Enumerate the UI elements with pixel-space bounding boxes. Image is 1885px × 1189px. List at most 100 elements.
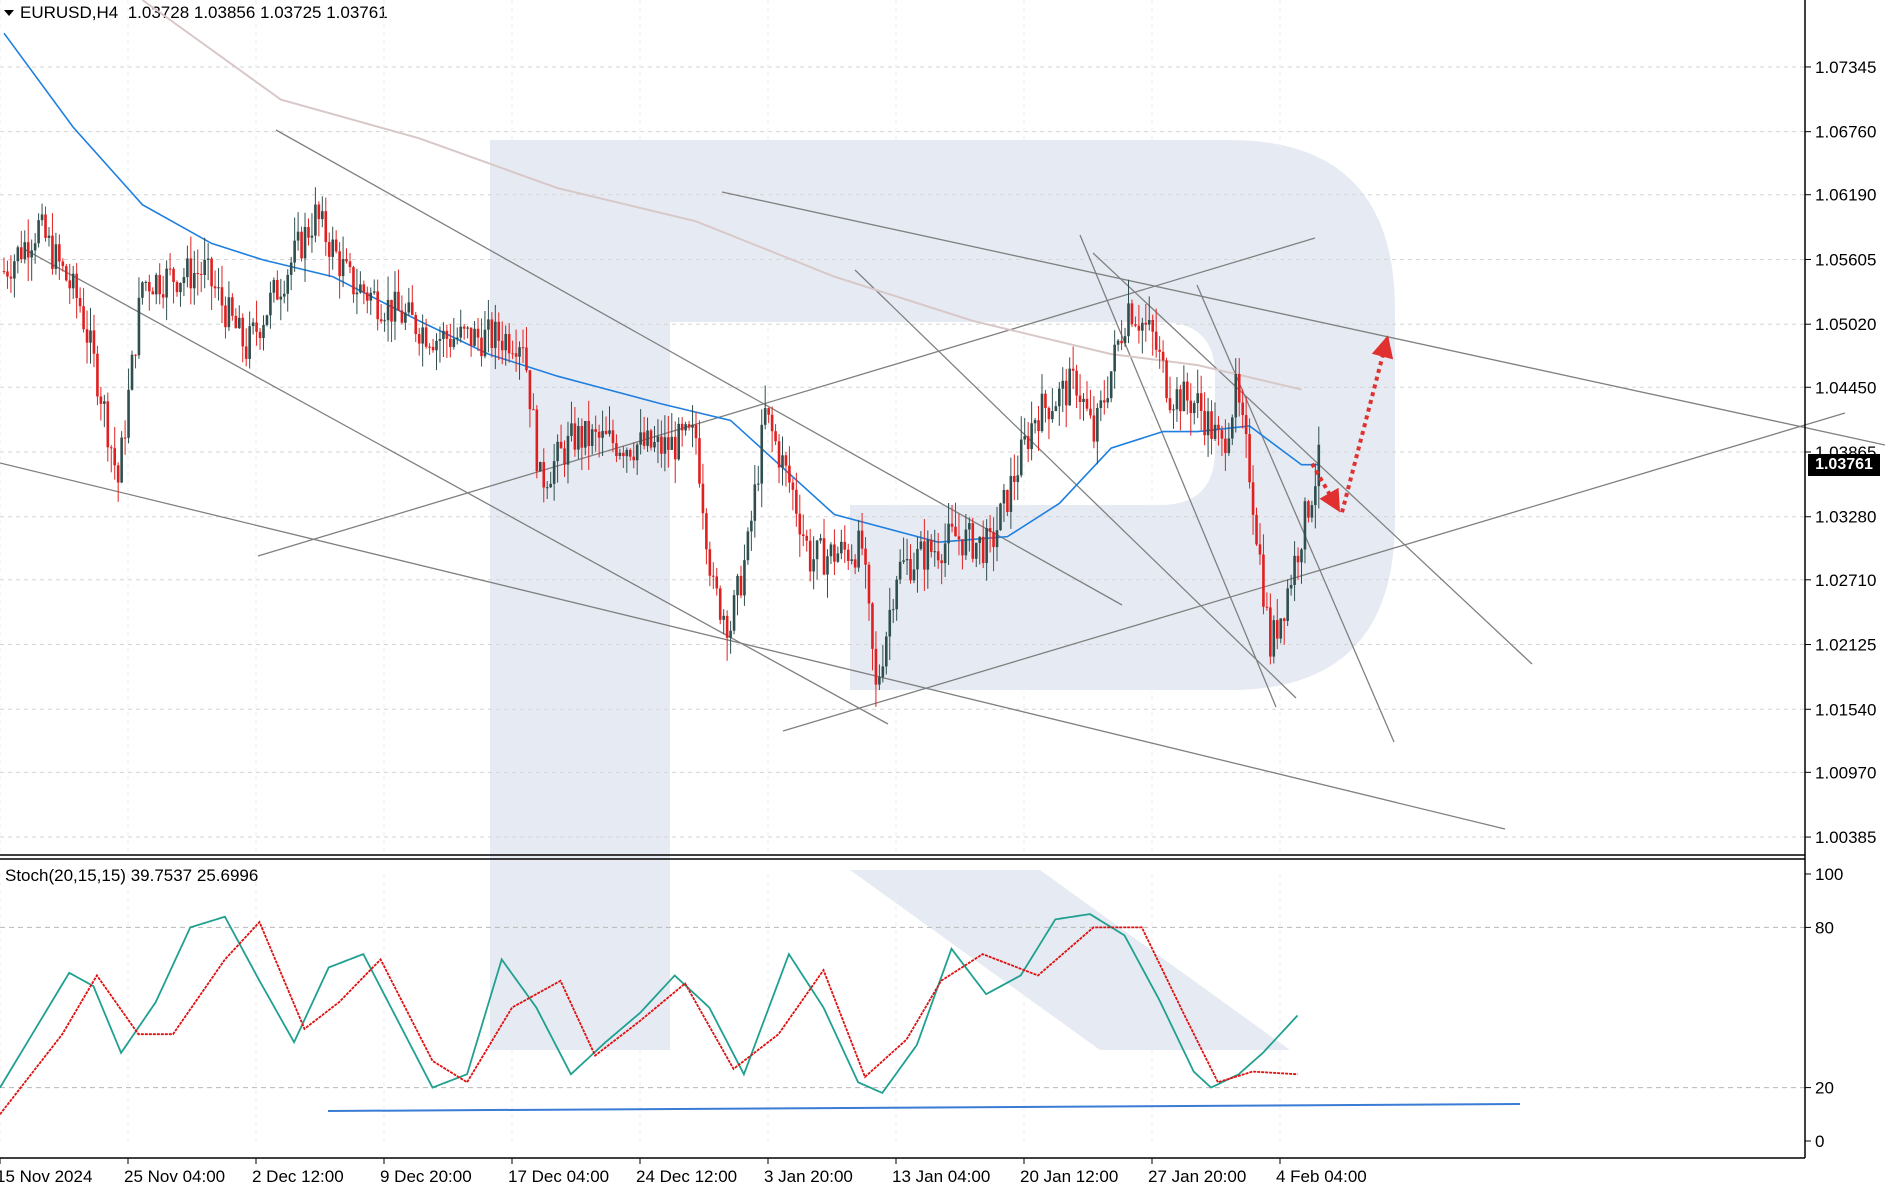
candle	[919, 531, 923, 551]
candle	[1199, 375, 1203, 431]
candle	[148, 274, 151, 311]
candle	[1109, 371, 1113, 403]
candle	[864, 537, 867, 589]
candle	[722, 609, 725, 635]
candle	[750, 510, 753, 551]
candle	[407, 287, 411, 317]
candle	[729, 620, 732, 654]
price-tick-label: 1.04450	[1815, 378, 1876, 397]
forecast-segment	[1340, 334, 1390, 513]
candle	[912, 552, 916, 584]
candle	[985, 519, 988, 581]
candle	[6, 260, 9, 289]
price-tick-label: 1.03280	[1815, 508, 1876, 527]
candle	[231, 293, 234, 321]
candle	[971, 517, 975, 563]
candle	[805, 529, 809, 552]
candle	[1089, 389, 1092, 419]
candle	[639, 409, 642, 455]
candle	[784, 452, 788, 487]
candle	[1047, 406, 1051, 440]
candle	[767, 407, 770, 424]
candle	[743, 544, 746, 606]
candle	[1303, 497, 1307, 564]
candle	[1102, 380, 1106, 415]
candle	[151, 287, 155, 295]
candle	[968, 517, 971, 552]
candle	[424, 318, 428, 349]
candle	[410, 285, 414, 316]
candle	[943, 523, 947, 578]
ma-fast-line	[3, 32, 1319, 543]
candle	[798, 494, 802, 557]
candle	[386, 276, 390, 342]
candle	[400, 295, 404, 325]
stoch-tick-label: 20	[1815, 1079, 1834, 1098]
candle	[1272, 615, 1276, 664]
candle	[497, 312, 501, 361]
candle	[206, 243, 210, 281]
candle	[926, 530, 930, 589]
candle	[1006, 489, 1009, 517]
candle	[186, 245, 189, 288]
candle	[1217, 416, 1220, 446]
candle	[1137, 304, 1141, 344]
time-axis: 15 Nov 2024 25 Nov 04:00 2 Dec 12:00 9 Dec …	[0, 1158, 1367, 1186]
candle	[161, 275, 165, 309]
candle	[1168, 376, 1172, 414]
candle	[248, 311, 251, 369]
candle	[172, 266, 175, 304]
stochastic-support-line	[327, 1103, 1521, 1112]
time-tick-label: 20 Jan 12:00	[1020, 1167, 1118, 1186]
candle	[950, 505, 954, 533]
candle	[334, 230, 338, 254]
candle	[276, 270, 279, 301]
candle	[78, 287, 82, 313]
candle	[1127, 279, 1130, 344]
candle	[61, 258, 65, 272]
candle	[1144, 304, 1148, 342]
candle	[1044, 389, 1047, 423]
candle	[1310, 500, 1314, 523]
candle	[1296, 547, 1300, 580]
candle	[812, 536, 815, 590]
candle	[359, 271, 362, 294]
candle	[141, 281, 144, 305]
candle	[282, 280, 286, 304]
candle	[929, 534, 933, 558]
candle	[404, 303, 407, 330]
candle	[507, 323, 511, 363]
candle	[331, 226, 334, 270]
candle	[795, 472, 798, 527]
candle	[660, 420, 663, 468]
forecast-arrowhead	[1371, 335, 1394, 360]
candle	[1013, 454, 1016, 501]
candle	[590, 424, 594, 455]
candle	[815, 539, 819, 580]
candle	[715, 567, 719, 596]
candle	[1099, 390, 1103, 422]
symbol-menu-toggle[interactable]	[0, 0, 20, 26]
candle	[1123, 327, 1127, 347]
price-tick-label: 1.01540	[1815, 700, 1876, 719]
trendline	[1196, 284, 1395, 743]
trendline	[782, 412, 1846, 732]
candle	[435, 333, 438, 371]
candle	[1307, 499, 1310, 523]
candle	[303, 212, 307, 282]
candle	[1096, 403, 1099, 465]
candle	[366, 286, 369, 314]
candle	[788, 446, 791, 493]
time-tick-label: 9 Dec 20:00	[380, 1167, 472, 1186]
candle	[494, 304, 497, 370]
candle	[1251, 465, 1255, 535]
candle	[466, 325, 469, 339]
candle	[756, 465, 760, 492]
candle	[770, 406, 774, 453]
candle	[1248, 418, 1251, 489]
candle	[774, 424, 777, 446]
candle	[241, 313, 245, 363]
stochastic-header: Stoch(20,15,15) 39.7537 25.6996	[5, 866, 259, 885]
candle	[608, 406, 611, 437]
